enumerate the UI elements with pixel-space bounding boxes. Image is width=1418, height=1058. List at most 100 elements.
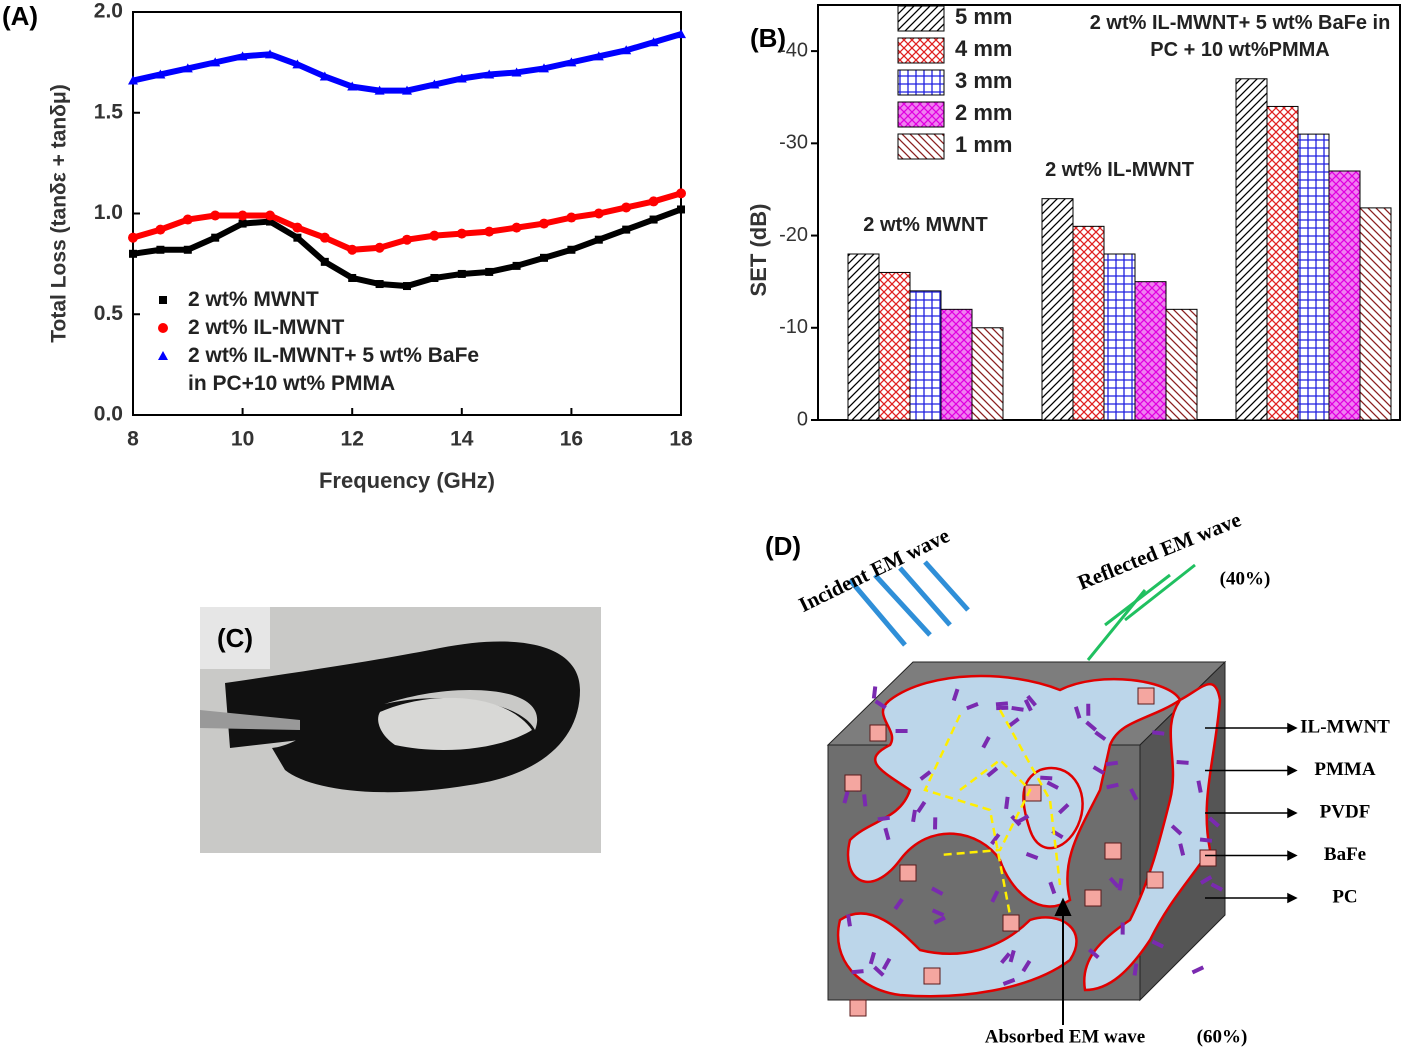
marker <box>292 223 302 233</box>
arrow <box>1105 575 1170 625</box>
bar <box>1073 226 1104 420</box>
cube <box>924 968 940 984</box>
marker <box>158 351 168 360</box>
marker <box>293 234 301 242</box>
component-label: PMMA <box>1314 759 1375 780</box>
marker <box>513 262 521 270</box>
marker <box>539 219 549 229</box>
legend-swatch <box>898 134 944 159</box>
y-axis-label: Total Loss (tanδε + tanδμ) <box>48 84 71 343</box>
marker <box>649 196 659 206</box>
cube <box>900 865 916 881</box>
dash <box>1152 732 1164 733</box>
marker <box>155 225 165 235</box>
component-label: BaFe <box>1324 844 1366 865</box>
marker <box>567 246 575 254</box>
marker <box>458 270 466 278</box>
dash <box>1177 762 1189 763</box>
marker <box>622 226 630 234</box>
marker <box>347 245 357 255</box>
group-label: 2 wt% IL-MWNT <box>1025 89 1215 184</box>
bar <box>1166 309 1197 420</box>
marker <box>650 216 658 224</box>
bar <box>941 309 972 420</box>
x-tick-label: 10 <box>231 428 254 451</box>
marker <box>402 235 412 245</box>
dash <box>1006 797 1008 809</box>
marker <box>321 258 329 266</box>
dash <box>1106 763 1118 765</box>
y-tick-label: 0 <box>797 408 808 430</box>
bar <box>848 254 879 420</box>
marker <box>265 211 275 221</box>
bar <box>1360 208 1391 420</box>
marker <box>484 227 494 237</box>
x-tick-label: 16 <box>560 428 583 451</box>
marker <box>183 215 193 225</box>
legend-swatch <box>898 38 944 63</box>
photo: (C) <box>200 607 601 853</box>
marker <box>375 243 385 253</box>
dash <box>852 971 864 972</box>
legend-label: 2 wt% MWNT <box>188 286 488 314</box>
marker <box>429 231 439 241</box>
bar <box>1104 254 1135 420</box>
dash <box>874 687 875 699</box>
marker <box>210 211 220 221</box>
group-label-box: 2 wt% IL-MWNT <box>1025 89 1215 184</box>
pointer-head <box>1288 724 1296 732</box>
legend-swatch <box>898 70 944 95</box>
component-label: IL-MWNT <box>1300 716 1390 737</box>
cube <box>850 1000 866 1016</box>
marker <box>239 220 247 228</box>
reflected-share: (40%) <box>1220 568 1271 589</box>
dash <box>1180 844 1183 856</box>
pointer-head <box>1288 852 1296 860</box>
marker <box>676 188 686 198</box>
dash <box>1040 778 1052 779</box>
marker <box>156 246 164 254</box>
y-tick-label: 0.0 <box>94 403 123 426</box>
y-tick-label: -10 <box>779 316 808 338</box>
marker <box>485 268 493 276</box>
dash <box>1192 967 1203 972</box>
marker <box>348 274 356 282</box>
marker <box>129 250 137 258</box>
dash <box>1198 781 1200 793</box>
y-tick-label: -30 <box>779 132 808 154</box>
cube <box>1200 850 1216 866</box>
dash <box>848 914 850 926</box>
cube <box>1003 915 1019 931</box>
marker <box>457 229 467 239</box>
legend-label: 2 wt% IL-MWNT+ 5 wt% BaFe in PC+10 wt% P… <box>188 342 488 399</box>
marker <box>159 296 167 304</box>
cube <box>1138 688 1154 704</box>
marker <box>540 254 548 262</box>
y-tick-label: 0.5 <box>94 302 124 325</box>
marker <box>184 246 192 254</box>
marker <box>128 233 138 243</box>
pointer-head <box>1288 809 1296 817</box>
bar <box>1267 106 1298 420</box>
dash <box>996 703 1008 704</box>
legend-label: 4 mm <box>955 36 1012 61</box>
marker <box>512 223 522 233</box>
group-label-box: 2 wt% IL-MWNT+ 5 wt% BaFe in PC + 10 wt%… <box>1080 0 1400 64</box>
arrow <box>900 568 950 625</box>
x-tick-label: 18 <box>669 428 693 451</box>
marker <box>595 236 603 244</box>
component-label: PC <box>1332 886 1357 907</box>
legend-label-box: 2 wt% IL-MWNT+ 5 wt% BaFe in PC+10 wt% P… <box>188 342 488 412</box>
bar <box>1042 199 1073 420</box>
marker <box>594 209 604 219</box>
marker <box>566 213 576 223</box>
bar <box>1135 282 1166 420</box>
legend-label: 1 mm <box>955 132 1012 157</box>
cube <box>870 725 886 741</box>
marker <box>621 202 631 212</box>
legend-swatch <box>898 102 944 127</box>
dash <box>1107 785 1119 788</box>
x-tick-label: 12 <box>341 428 364 451</box>
dash <box>1119 878 1121 890</box>
